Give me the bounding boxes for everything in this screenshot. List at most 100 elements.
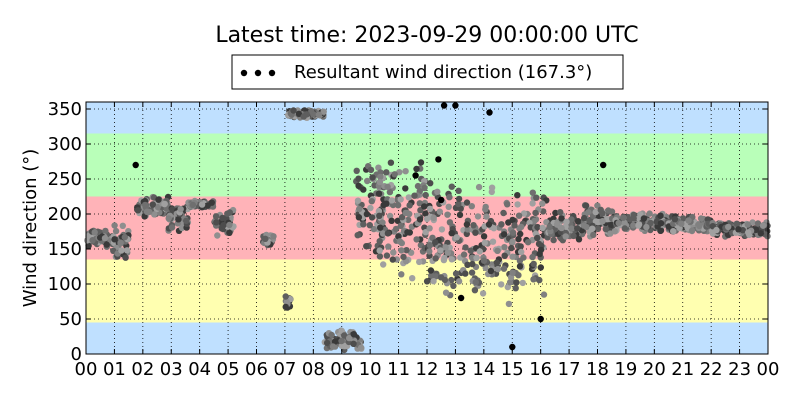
data-point [557, 209, 564, 216]
x-tick-label: 12 [416, 359, 439, 380]
x-tick-label: 10 [359, 359, 382, 380]
data-point [448, 230, 455, 237]
data-point [543, 219, 550, 226]
data-point [367, 166, 375, 174]
data-point [111, 222, 118, 229]
data-point [506, 279, 514, 286]
data-point [599, 218, 606, 225]
data-point [432, 273, 440, 280]
data-point [112, 227, 120, 235]
data-point [376, 178, 384, 186]
y-tick-label: 0 [71, 344, 82, 365]
data-point [154, 203, 161, 211]
data-point [515, 212, 523, 219]
data-point [300, 113, 307, 120]
data-point [475, 183, 483, 191]
data-point [398, 271, 405, 278]
x-tick-label: 01 [103, 359, 126, 380]
data-point [386, 212, 394, 220]
data-point [134, 207, 142, 214]
data-point [524, 239, 532, 246]
data-point [474, 213, 482, 220]
data-point [204, 202, 211, 209]
data-point [759, 222, 767, 229]
data-point [452, 270, 460, 277]
data-point [214, 232, 221, 239]
data-point [384, 230, 392, 237]
data-point [404, 229, 411, 236]
x-tick-label: 06 [245, 359, 268, 380]
data-point [409, 275, 416, 282]
data-point [353, 167, 360, 174]
data-point [570, 232, 577, 240]
data-point [417, 159, 425, 166]
x-tick-label: 20 [643, 359, 666, 380]
data-point [611, 228, 618, 235]
x-tick-label: 18 [586, 359, 609, 380]
x-tick-label: 02 [131, 359, 154, 380]
data-point [671, 216, 679, 223]
data-point [226, 209, 233, 216]
legend-marker-dot [254, 69, 262, 77]
data-point [360, 186, 367, 193]
data-point [384, 183, 391, 190]
data-point [414, 182, 422, 190]
data-point [500, 231, 508, 238]
x-tick-label: 07 [273, 359, 296, 380]
legend-box [231, 54, 624, 90]
data-point [479, 290, 487, 297]
data-point [123, 247, 131, 254]
data-point [505, 300, 513, 308]
y-tick-label: 200 [48, 204, 82, 225]
legend-marker [240, 69, 276, 77]
data-point [91, 229, 98, 236]
data-point [517, 230, 524, 238]
data-point [462, 244, 469, 251]
data-point [533, 194, 540, 201]
data-point [518, 248, 525, 256]
y-axis-label: Wind direction (°) [20, 149, 41, 308]
data-point [444, 249, 451, 256]
data-point [562, 233, 569, 240]
data-point [165, 215, 172, 222]
data-point [514, 192, 521, 199]
data-point [121, 233, 128, 241]
data-point [509, 253, 516, 260]
data-point [534, 234, 541, 242]
data-point [377, 224, 384, 231]
data-point [512, 285, 519, 292]
data-point [444, 211, 451, 218]
data-point [151, 211, 158, 218]
data-point [434, 188, 441, 195]
data-point [379, 230, 387, 237]
x-tick-label: 15 [501, 359, 524, 380]
data-point [329, 343, 337, 350]
data-point [360, 221, 367, 228]
data-point [213, 219, 220, 226]
x-tick-label: 16 [529, 359, 552, 380]
data-point [511, 222, 518, 229]
data-point [354, 197, 362, 204]
x-tick-label: 05 [217, 359, 240, 380]
data-point [438, 196, 445, 204]
data-point [328, 331, 335, 339]
data-point [111, 236, 118, 243]
data-point [463, 199, 471, 206]
data-point [615, 219, 622, 227]
data-point [585, 209, 592, 216]
data-point [464, 261, 471, 268]
data-point [643, 223, 650, 231]
x-tick-label: 00 [757, 359, 780, 380]
data-point [426, 205, 434, 212]
data-point [725, 223, 732, 231]
data-point [102, 227, 109, 235]
data-point [520, 210, 528, 217]
data-point [394, 217, 401, 224]
data-point [464, 226, 471, 233]
data-point [536, 276, 543, 284]
data-point [457, 205, 464, 212]
data-point [532, 209, 539, 217]
data-point [389, 256, 396, 263]
x-tick-label: 08 [302, 359, 325, 380]
data-point [657, 227, 664, 234]
